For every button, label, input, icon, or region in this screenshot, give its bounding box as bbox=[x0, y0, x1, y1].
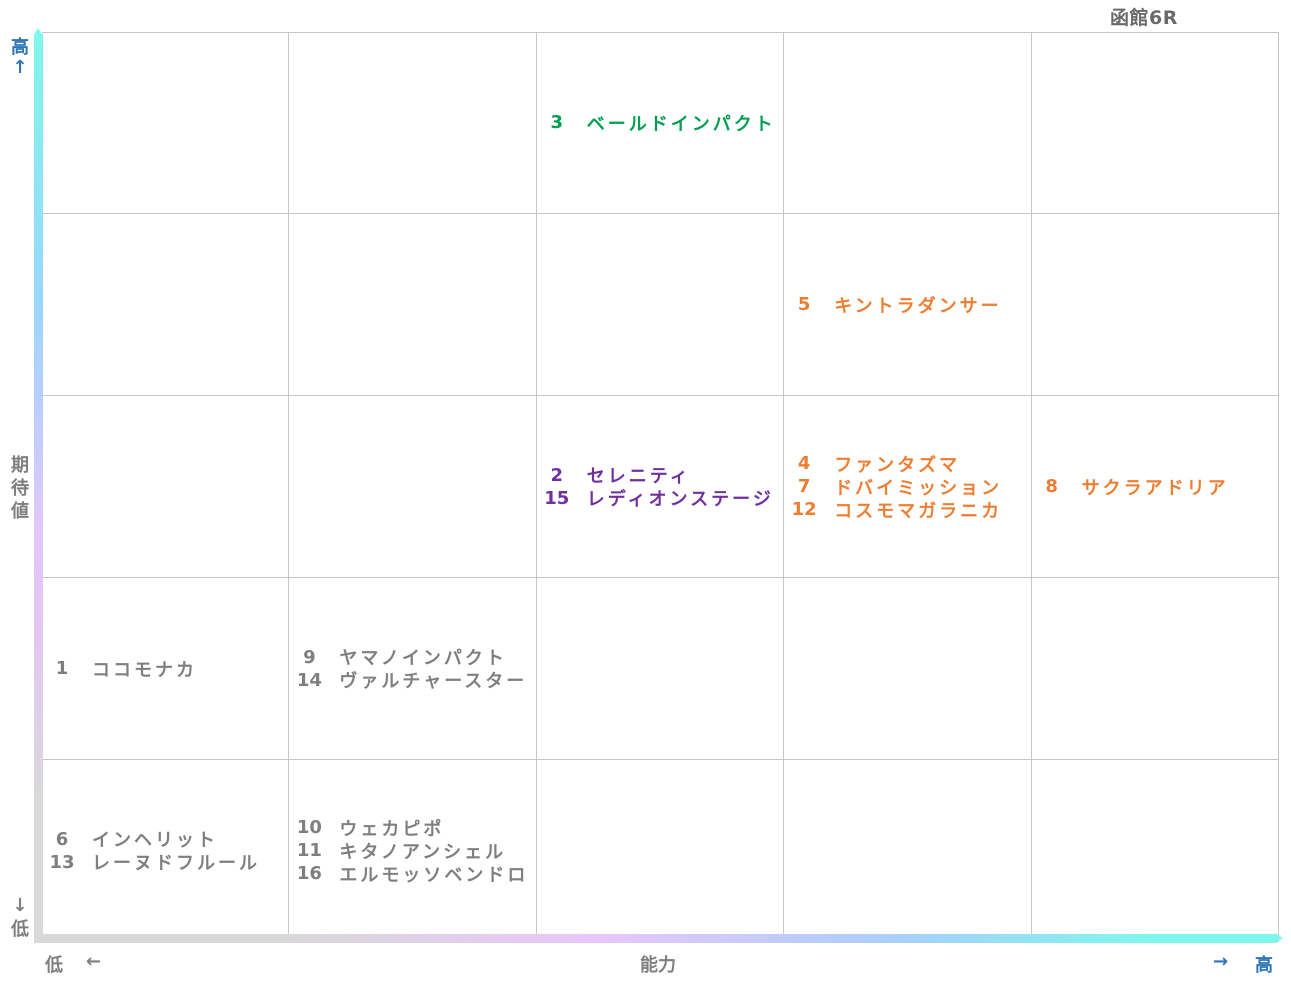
horse-number: 1 bbox=[55, 658, 69, 679]
horse-entry: 8 サクラアドリア bbox=[1032, 475, 1278, 499]
horse-name: ドバイミッション bbox=[834, 477, 1003, 499]
grid-top-line bbox=[42, 32, 1279, 33]
y-high-label: 高 bbox=[11, 37, 29, 58]
y-high-arrow: ↑ bbox=[12, 57, 28, 78]
horse-name: インヘリット bbox=[92, 830, 218, 851]
grid-cell-r3-c4 bbox=[1031, 578, 1279, 760]
horse-name: キタノアンシェル bbox=[339, 841, 507, 863]
horse-entry: 1 ココモナカ bbox=[42, 657, 288, 681]
grid-cell-r1-c2 bbox=[536, 214, 785, 396]
horse-number: 3 bbox=[550, 112, 564, 133]
horse-name: キントラダンサー bbox=[834, 295, 1002, 317]
grid-cell-r2-c0 bbox=[42, 396, 290, 578]
horse-entry: 6 インヘリット bbox=[42, 828, 288, 852]
grid-cell-r0-c3 bbox=[784, 32, 1032, 214]
horse-name: セレニティ bbox=[586, 466, 691, 487]
horse-entry: 4 ファンタズマ bbox=[784, 452, 1030, 476]
horse-number: 10 bbox=[296, 817, 322, 838]
grid-cell-r4-c1: 10 ウェカピポ 11 キタノアンシェル 16 エルモッソベンドロ bbox=[289, 760, 537, 942]
grid-cell-r0-c2: 3 ベールドインパクト bbox=[536, 32, 785, 214]
horse-entry: 16 エルモッソベンドロ bbox=[289, 862, 535, 886]
horse-name: ファンタズマ bbox=[834, 454, 961, 476]
horse-number: 15 bbox=[544, 487, 570, 509]
horse-entry: 3 ベールドインパクト bbox=[537, 111, 783, 135]
grid-cell-r2-c4: 8 サクラアドリア bbox=[1031, 396, 1279, 578]
horse-number: 9 bbox=[303, 646, 316, 668]
y-low-label: 低 bbox=[11, 919, 29, 940]
grid-cell-r0-c4 bbox=[1031, 32, 1279, 214]
grid-cell-r4-c0: 6 インヘリット 13 レーヌドフルール bbox=[42, 760, 290, 942]
grid-cell-r3-c0: 1 ココモナカ bbox=[42, 578, 290, 760]
horse-number: 13 bbox=[49, 851, 75, 873]
horse-name: ウェカピポ bbox=[339, 818, 445, 840]
grid-cell-r4-c3 bbox=[784, 760, 1032, 942]
horse-number: 11 bbox=[296, 840, 322, 861]
horse-name: ベールドインパクト bbox=[586, 113, 776, 135]
y-low-arrow: ↓ bbox=[12, 895, 28, 916]
horse-entry: 11 キタノアンシェル bbox=[289, 839, 535, 863]
y-axis-bar bbox=[33, 28, 43, 942]
x-low-arrow: ← bbox=[86, 951, 102, 972]
grid-cell-r1-c0 bbox=[42, 214, 290, 396]
horse-entry: 13 レーヌドフルール bbox=[42, 851, 288, 875]
grid-cell-r4-c4 bbox=[1031, 760, 1279, 942]
grid-cell-r1-c1 bbox=[289, 214, 537, 396]
grid-cell-r0-c1 bbox=[289, 32, 537, 214]
grid-cell-r4-c2 bbox=[536, 760, 785, 942]
y-label-char-3: 値 bbox=[11, 501, 29, 522]
x-axis-bar bbox=[34, 933, 1283, 943]
chart-grid: 3 ベールドインパクト 5 キントラダンサー 2 セレニティ 15 レディオンステージ 4 ファン… bbox=[42, 32, 1279, 942]
horse-number: 14 bbox=[296, 669, 322, 691]
grid-cell-r3-c2 bbox=[536, 578, 785, 760]
horse-name: コスモマガラニカ bbox=[834, 500, 1003, 522]
horse-name: ヤマノインパクト bbox=[339, 648, 507, 669]
horse-name: エルモッソベンドロ bbox=[339, 864, 529, 886]
horse-entry: 15 レディオンステージ bbox=[537, 487, 783, 511]
chart-title: 函館6R bbox=[1110, 7, 1178, 29]
horse-number: 8 bbox=[1045, 476, 1058, 497]
x-low-label: 低 bbox=[45, 955, 63, 976]
horse-number: 6 bbox=[55, 828, 69, 850]
horse-name: サクラアドリア bbox=[1081, 477, 1229, 499]
x-high-arrow: → bbox=[1213, 951, 1229, 972]
horse-name: レディオンステージ bbox=[586, 489, 774, 510]
horse-name: レーヌドフルール bbox=[92, 853, 260, 874]
horse-entry: 5 キントラダンサー bbox=[784, 293, 1030, 317]
y-label-char-1: 期 bbox=[11, 455, 29, 476]
x-axis-label: 能力 bbox=[640, 955, 676, 976]
grid-cell-r0-c0 bbox=[42, 32, 290, 214]
horse-number: 12 bbox=[791, 499, 817, 520]
horse-entry: 14 ヴァルチャースター bbox=[289, 669, 535, 693]
grid-cell-r1-c4 bbox=[1031, 214, 1279, 396]
horse-number: 4 bbox=[797, 453, 811, 474]
horse-number: 16 bbox=[296, 863, 322, 884]
grid-cell-r1-c3: 5 キントラダンサー bbox=[784, 214, 1032, 396]
horse-entry: 2 セレニティ bbox=[537, 464, 783, 488]
grid-cell-r2-c1 bbox=[289, 396, 537, 578]
y-label-char-2: 待 bbox=[11, 478, 29, 499]
horse-name: ココモナカ bbox=[92, 659, 197, 681]
horse-name: ヴァルチャースター bbox=[339, 671, 528, 692]
grid-cell-r3-c1: 9 ヤマノインパクト 14 ヴァルチャースター bbox=[289, 578, 537, 760]
horse-entry: 9 ヤマノインパクト bbox=[289, 646, 535, 670]
horse-number: 2 bbox=[550, 464, 564, 486]
horse-entry: 10 ウェカピポ bbox=[289, 816, 535, 840]
horse-entry: 7 ドバイミッション bbox=[784, 475, 1030, 499]
grid-cell-r3-c3 bbox=[784, 578, 1032, 760]
x-high-label: 高 bbox=[1255, 955, 1273, 976]
grid-cell-r2-c3: 4 ファンタズマ 7 ドバイミッション 12 コスモマガラニカ bbox=[784, 396, 1032, 578]
grid-cell-r2-c2: 2 セレニティ 15 レディオンステージ bbox=[536, 396, 785, 578]
horse-entry: 12 コスモマガラニカ bbox=[784, 498, 1030, 522]
horse-number: 5 bbox=[797, 294, 811, 315]
horse-number: 7 bbox=[797, 476, 811, 497]
